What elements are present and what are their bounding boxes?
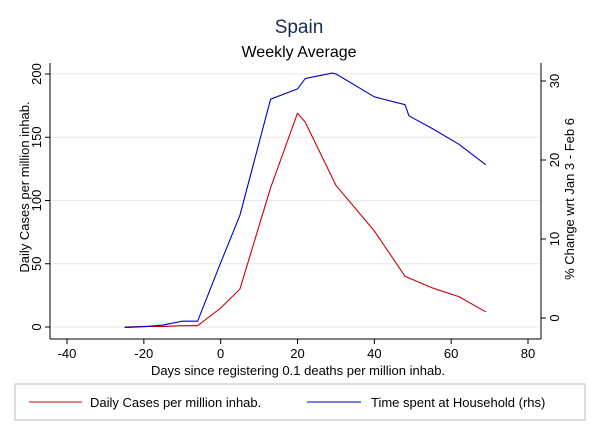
right-tick-label: 10 <box>547 232 562 246</box>
x-tick-label: -40 <box>58 346 77 361</box>
left-tick-label: 0 <box>29 323 44 330</box>
x-tick-label: 80 <box>521 346 535 361</box>
chart-subtitle: Weekly Average <box>241 44 356 61</box>
x-tick-label: 40 <box>367 346 381 361</box>
left-axis-ticks: 0 50 100 150 200 <box>29 63 50 331</box>
left-axis-label: Daily Cases per million inhab. <box>17 101 32 272</box>
legend: Daily Cases per million inhab. Time spen… <box>14 383 586 421</box>
legend-label-household: Time spent at Household (rhs) <box>371 395 545 410</box>
x-tick-label: 0 <box>217 346 224 361</box>
left-tick-label: 100 <box>29 190 44 212</box>
left-tick-label: 200 <box>29 63 44 85</box>
legend-label-cases: Daily Cases per million inhab. <box>90 395 261 410</box>
household-line <box>124 72 487 329</box>
left-tick-label: 50 <box>29 257 44 271</box>
left-tick-label: 150 <box>29 126 44 148</box>
x-tick-label: -20 <box>134 346 153 361</box>
x-axis-label: Days since registering 0.1 deaths per mi… <box>151 363 445 378</box>
right-tick-label: 0 <box>547 314 562 321</box>
chart-title: Spain <box>275 17 324 38</box>
right-tick-label: 20 <box>547 153 562 167</box>
right-axis-label: % Change wrt Jan 3 - Feb 6 <box>562 118 577 280</box>
cases-line <box>124 112 486 328</box>
right-axis-ticks: 0 10 20 30 <box>541 74 562 322</box>
x-axis-ticks: -40 -20 0 20 40 60 80 <box>58 339 535 361</box>
x-tick-label: 60 <box>444 346 458 361</box>
x-tick-label: 20 <box>290 346 304 361</box>
legend-box <box>14 383 586 421</box>
series-lines <box>124 72 487 329</box>
right-tick-label: 30 <box>547 74 562 88</box>
